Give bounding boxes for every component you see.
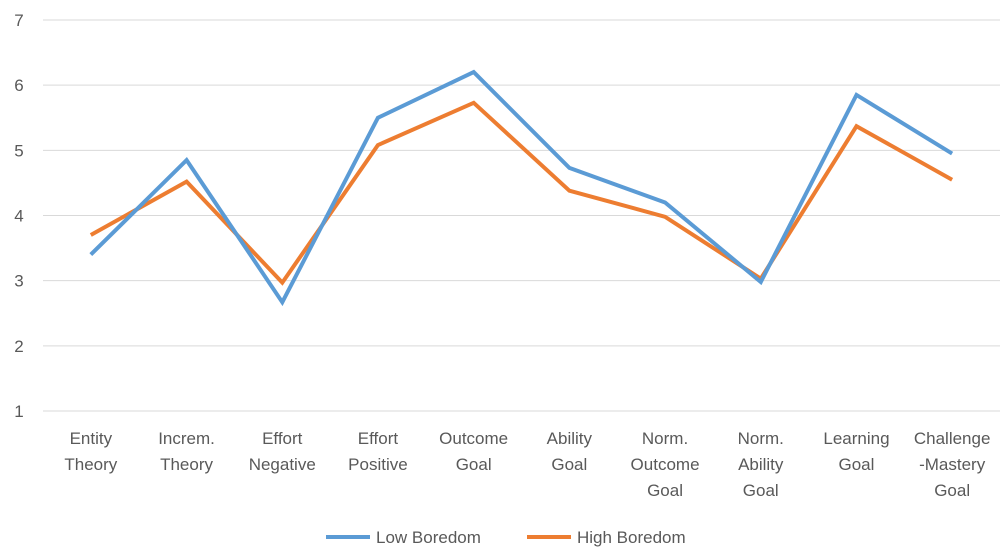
legend-label: High Boredom (577, 528, 686, 547)
x-category-label: Increm. Theory (158, 429, 215, 474)
x-category-label-line: Goal (647, 481, 683, 500)
x-category-label: Effort Negative (249, 429, 316, 474)
x-category-label-line: Negative (249, 455, 316, 474)
x-category-label-line: Challenge (914, 429, 991, 448)
x-category-label-line: Learning (823, 429, 889, 448)
x-category-label-line: Effort (358, 429, 399, 448)
gridlines (43, 19, 1000, 412)
x-category-label-line: Norm. (738, 429, 784, 448)
x-category-label: Outcome Goal (439, 429, 508, 474)
x-category-label-line: Ability (738, 455, 784, 474)
x-category-label: Norm. Ability Goal (738, 429, 784, 500)
x-category-label-line: Increm. (158, 429, 215, 448)
x-category-label-line: Goal (934, 481, 970, 500)
x-category-label-line: Theory (64, 455, 117, 474)
y-tick-label: 3 (14, 272, 23, 291)
x-category-label-line: Entity (70, 429, 113, 448)
x-category-label: Ability Goal (547, 429, 593, 474)
x-category-label: Norm. Outcome Goal (631, 429, 700, 500)
x-category-label-line: Norm. (642, 429, 688, 448)
y-tick-label: 2 (14, 337, 23, 356)
x-category-label-line: -Mastery (919, 455, 986, 474)
x-category-label: Effort Positive (348, 429, 408, 474)
x-category-label-line: Goal (551, 455, 587, 474)
x-category-label-line: Effort (262, 429, 303, 448)
x-category-label: Challenge -Mastery Goal (914, 429, 991, 500)
x-category-label: Learning Goal (823, 429, 889, 474)
x-category-label-line: Outcome (439, 429, 508, 448)
x-category-label-line: Ability (547, 429, 593, 448)
y-tick-label: 7 (14, 11, 23, 30)
legend-label: Low Boredom (376, 528, 481, 547)
y-tick-label: 6 (14, 76, 23, 95)
y-tick-label: 1 (14, 402, 23, 421)
series-line-low-boredom (89, 69, 954, 307)
y-axis-ticks: 1 2 3 4 5 6 7 (14, 11, 23, 421)
x-category-label-line: Positive (348, 455, 408, 474)
y-tick-label: 4 (14, 207, 23, 226)
x-category-label-line: Theory (160, 455, 213, 474)
x-category-label-line: Goal (838, 455, 874, 474)
x-category-label-line: Goal (743, 481, 779, 500)
y-tick-label: 5 (14, 141, 23, 160)
series-lines (89, 69, 954, 307)
series-line-high-boredom (89, 100, 954, 286)
legend: Low Boredom High Boredom (326, 528, 686, 547)
x-category-label-line: Goal (456, 455, 492, 474)
x-category-label: Entity Theory (64, 429, 117, 474)
x-category-label-line: Outcome (631, 455, 700, 474)
